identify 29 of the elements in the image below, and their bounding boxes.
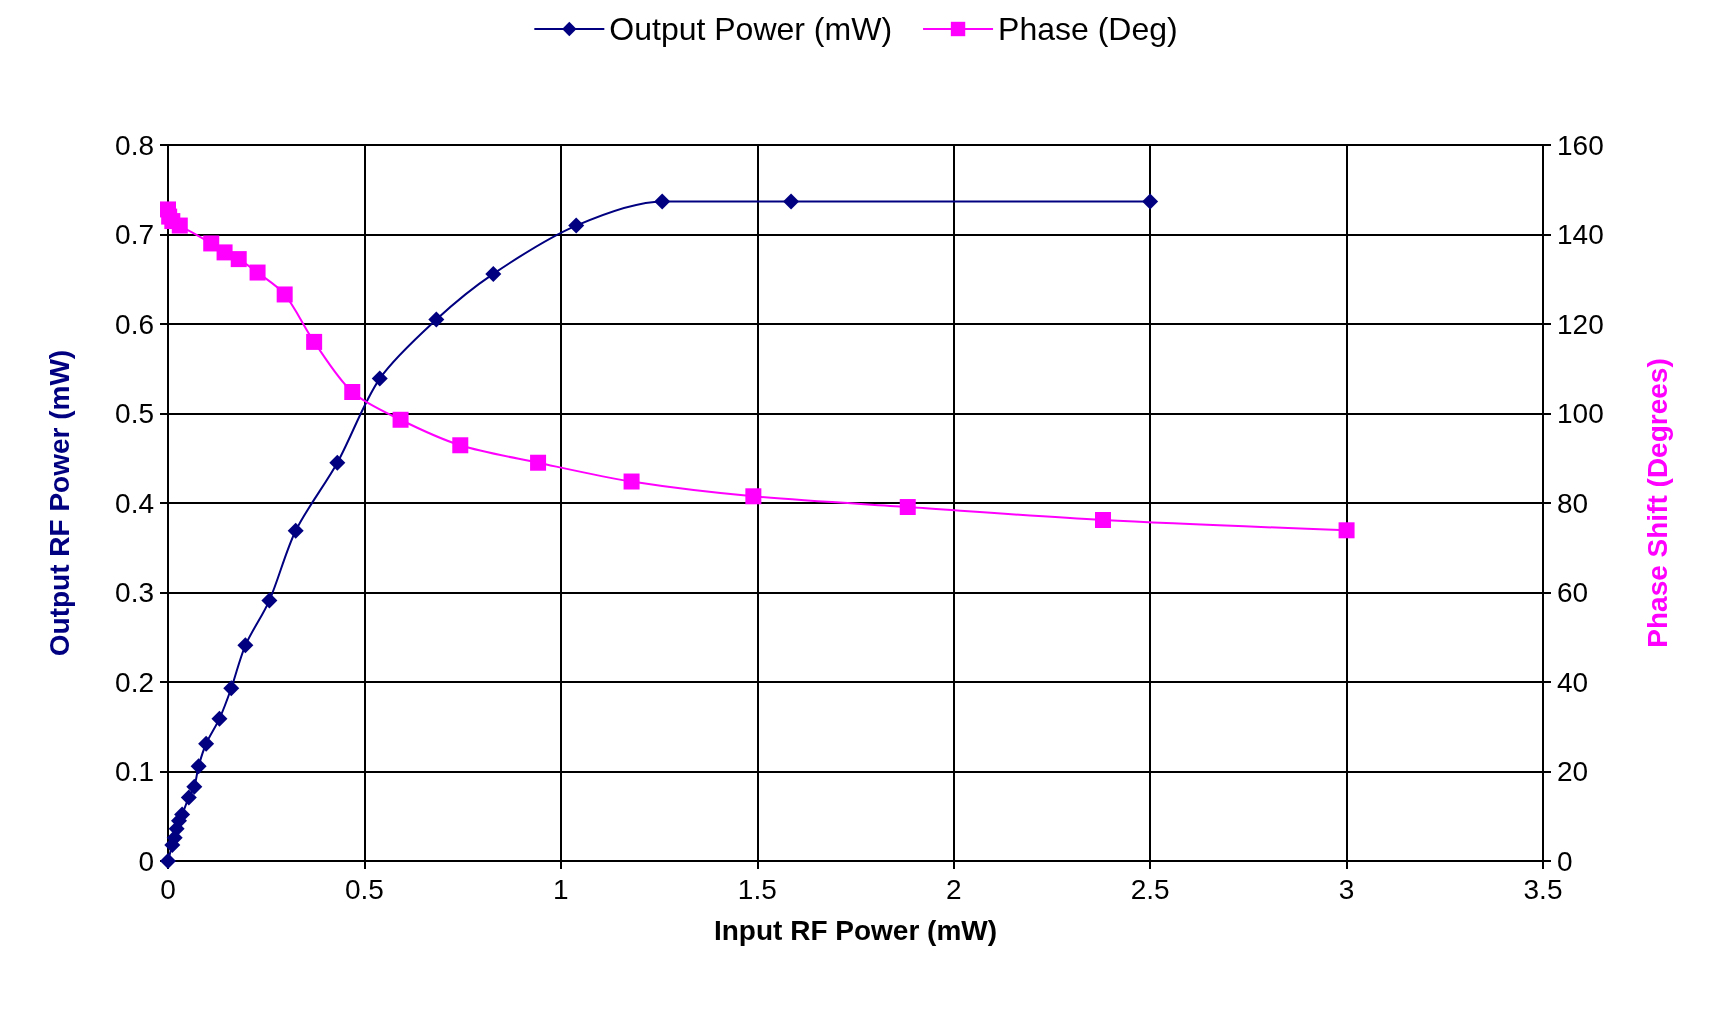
y2-tick-label: 80 [1557,487,1589,519]
y-tick-label: 0.3 [115,577,154,608]
y-tick-label: 0 [138,845,154,877]
x-tick-label: 2.5 [1130,873,1170,905]
y2-tick-label: 140 [1557,219,1604,250]
x-tick-label: 3 [1338,873,1355,905]
y2-tick-label: 40 [1557,666,1589,698]
y-tick-label: 0.4 [115,487,154,519]
y-tick-label: 0.2 [115,666,154,698]
y-tick-label: 0.5 [115,398,154,429]
y2-tick-label: 100 [1557,398,1604,429]
x-tick-label: 1 [553,873,569,905]
legend-label: Phase (Deg) [998,11,1178,47]
x-tick-label: 0 [160,873,176,905]
y2-axis-title: Phase Shift (Degrees) [1641,358,1673,648]
x-tick-label: 2 [945,873,962,905]
y2-tick-label: 120 [1557,308,1604,340]
y-tick-label: 0.7 [115,219,154,250]
x-tick-label: 1.5 [737,873,777,905]
x-tick-label: 0.5 [344,873,384,905]
y2-tick-label: 60 [1557,577,1589,608]
legend-label: Output Power (mW) [609,11,893,47]
y2-tick-label: 20 [1557,756,1589,787]
y-tick-label: 0.6 [115,308,154,340]
y-tick-label: 0.1 [115,756,154,787]
x-axis-title: Input RF Power (mW) [713,914,998,946]
y2-tick-label: 160 [1557,129,1604,161]
y-tick-label: 0.8 [115,129,154,161]
y-axis-title: Output RF Power (mW) [43,349,75,657]
